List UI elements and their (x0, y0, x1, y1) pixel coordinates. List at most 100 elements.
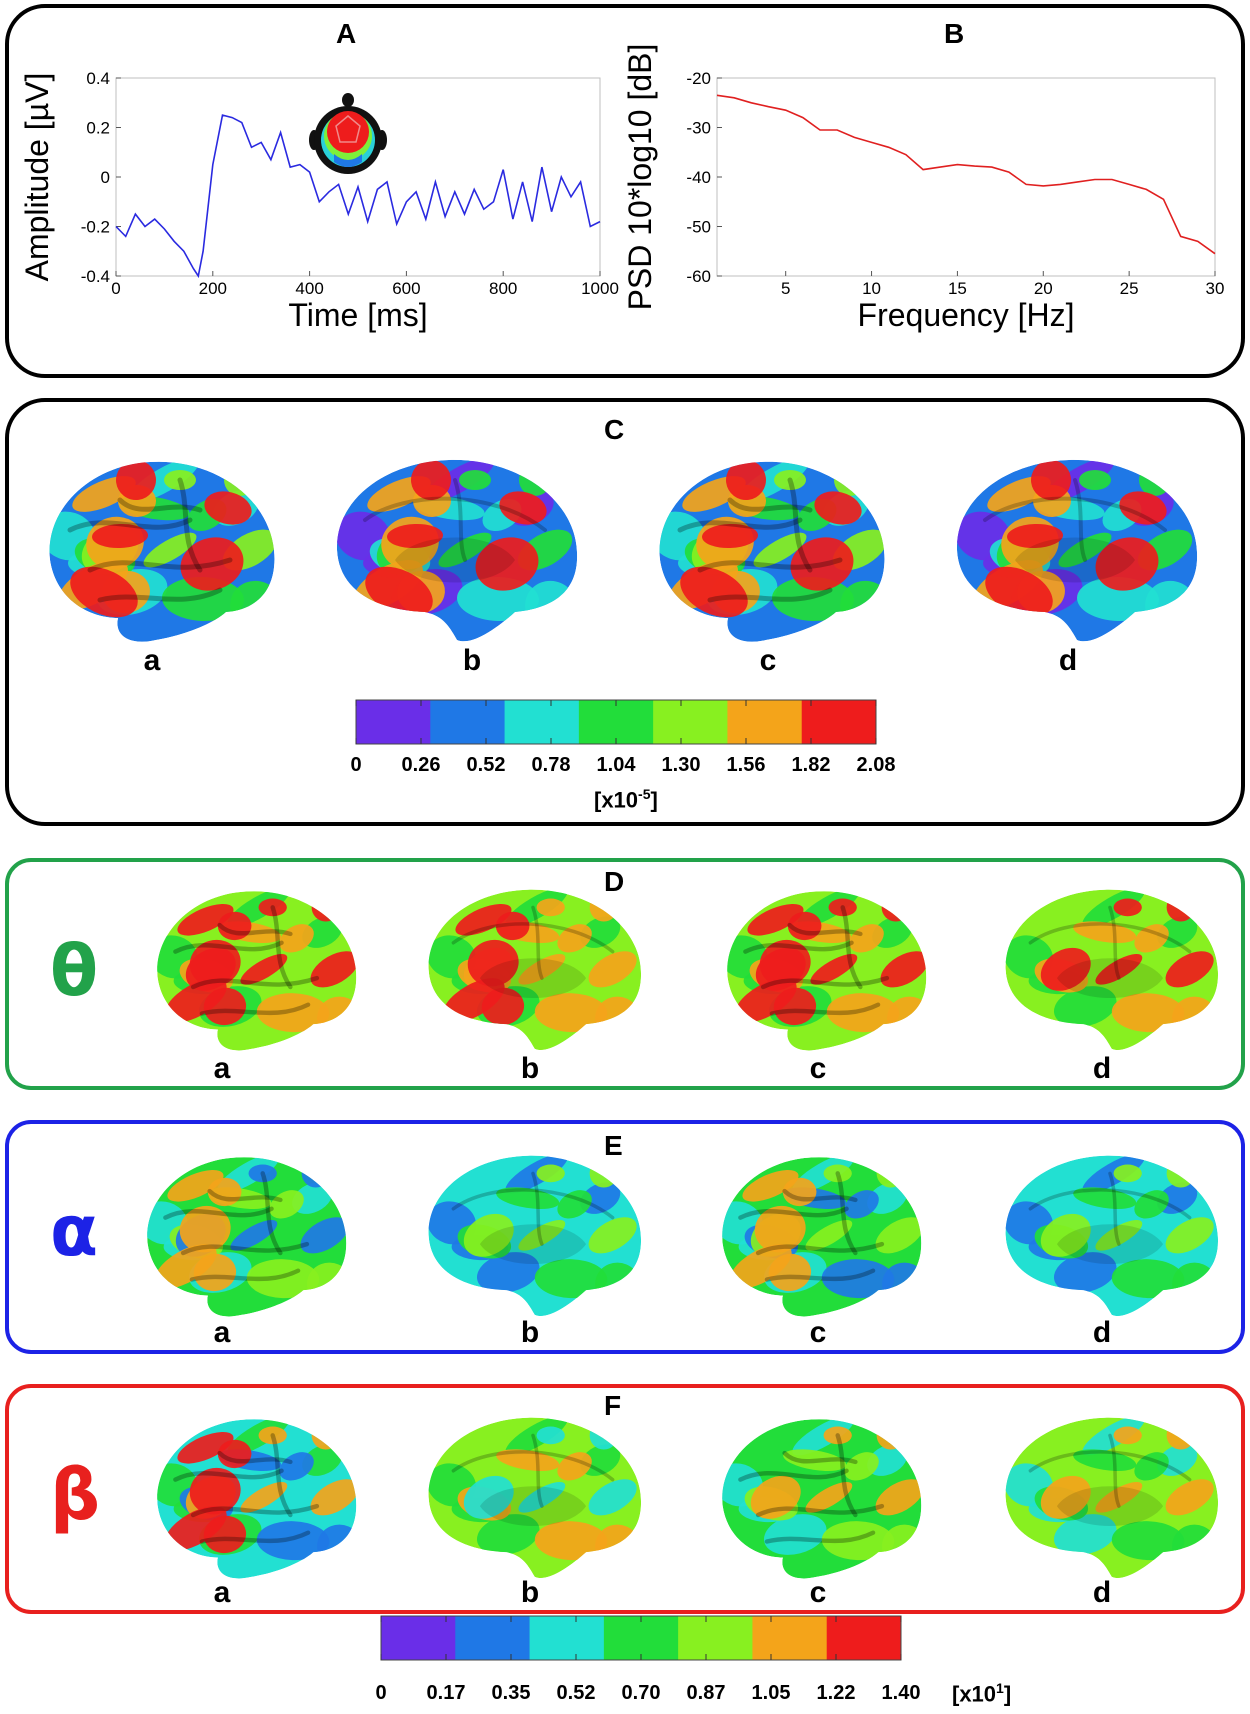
activation-patch (1073, 1187, 1137, 1209)
colorbar-segment (430, 700, 506, 744)
activation-patch (164, 978, 227, 1023)
activation-patch (279, 924, 314, 953)
sulcus (835, 1433, 858, 1518)
activation-patch (589, 893, 618, 922)
y-axis-label: Amplitude [µV] (20, 73, 55, 282)
sulcus (451, 922, 615, 954)
colorbar-segment (603, 1616, 679, 1660)
corpus-callosum (1056, 958, 1164, 999)
series-line (115, 114, 601, 279)
brain-d-medial-right (1005, 889, 1218, 1051)
brain-surface (722, 1419, 922, 1579)
brain-f-medial-left (428, 1417, 642, 1579)
brain-f-medial-right (1005, 1417, 1218, 1579)
activation-patch (292, 1182, 333, 1214)
sub-label-e-b: b (520, 1316, 540, 1349)
corpus-callosum (1056, 1486, 1164, 1527)
activation-patch (475, 537, 539, 591)
x-tick-label: 20 (1034, 279, 1053, 298)
sulcus (738, 1468, 849, 1482)
brain-surface (157, 891, 357, 1051)
sub-label-f-d: d (1092, 1576, 1112, 1609)
sub-label-f-a: a (213, 1576, 231, 1609)
x-tick-label: 200 (199, 279, 227, 298)
colorbar-tick-label: 1.22 (816, 1682, 856, 1704)
sulcus (697, 557, 843, 573)
brain-surface (428, 1417, 642, 1579)
activation-patch (826, 993, 900, 1033)
activation-patch (1119, 491, 1167, 525)
activation-patch (269, 1190, 304, 1219)
colorbar-segment (727, 700, 803, 744)
activation-patch (70, 566, 138, 618)
panel-label-b: B (944, 18, 965, 49)
activation-patch (217, 1439, 252, 1469)
activation-patch (499, 491, 547, 525)
activation-patch (180, 537, 244, 591)
sulcus (217, 1450, 293, 1465)
activation-patch (256, 993, 330, 1033)
activation-patch (580, 1182, 621, 1214)
activation-patch (302, 1444, 343, 1476)
activation-patch (311, 893, 340, 922)
sulcus (260, 1171, 283, 1256)
brain-surface (659, 461, 885, 642)
activation-patch (1007, 523, 1063, 549)
activation-patch (164, 1506, 227, 1551)
activation-patch (680, 566, 748, 618)
activation-patch (810, 953, 858, 985)
x-tick-label: 800 (489, 279, 517, 298)
sub-label-d-a: a (213, 1052, 231, 1085)
activation-patch (1166, 893, 1195, 922)
activation-patch (301, 1159, 330, 1188)
activation-patch (1113, 1164, 1142, 1183)
brain-c-lateral-right (659, 461, 885, 642)
brain-surface (157, 1419, 357, 1579)
scalp-topomap-icon (309, 93, 387, 174)
sulcus (451, 1450, 615, 1482)
panel-label-f: F (604, 1390, 622, 1421)
sub-label-d-b: b (520, 1052, 540, 1085)
y-tick-label: -0.4 (81, 267, 110, 286)
plot-area (716, 77, 1216, 277)
activation-patch (1134, 1452, 1169, 1481)
sulcus (217, 922, 293, 937)
sulcus (363, 496, 547, 532)
sub-label-c-b: b (462, 644, 482, 677)
activation-patch (872, 916, 913, 948)
activation-patch (258, 898, 287, 917)
activation-patch (1111, 1259, 1185, 1299)
brain-d-lateral-left (157, 891, 357, 1051)
sulcus (738, 1206, 849, 1220)
activation-patch (387, 523, 443, 549)
sulcus (199, 1002, 311, 1016)
activation-patch (588, 951, 637, 988)
activation-patch (1040, 1475, 1091, 1519)
activation-patch (230, 1219, 278, 1251)
brain-c-lateral-left (49, 461, 275, 642)
activation-patch (875, 1217, 922, 1254)
activation-patch (876, 1159, 905, 1188)
activation-patch (759, 939, 811, 987)
brain-surface (1005, 1417, 1218, 1579)
activation-patch (442, 978, 505, 1023)
brain-surface (49, 461, 275, 642)
activation-patch (1157, 1444, 1198, 1476)
activation-patch (1053, 1252, 1117, 1293)
activation-patch (773, 987, 817, 1026)
sulcus (840, 905, 863, 990)
activation-patch (455, 903, 512, 936)
y-tick-label: -30 (686, 119, 711, 138)
brain-surface (956, 459, 1198, 642)
activation-patch (154, 1244, 217, 1289)
activation-patch (557, 924, 592, 953)
activation-patch (143, 532, 197, 568)
activation-patch (536, 1426, 565, 1445)
brain-e-lateral-right (722, 1157, 922, 1317)
activation-patch (162, 576, 244, 622)
colorbar-tick-label: 0 (375, 1682, 387, 1704)
panel-label-c: C (604, 414, 625, 445)
activation-patch (1165, 1479, 1214, 1516)
colorbar-tick-label: 1.56 (726, 754, 766, 776)
activation-patch (1134, 924, 1169, 953)
